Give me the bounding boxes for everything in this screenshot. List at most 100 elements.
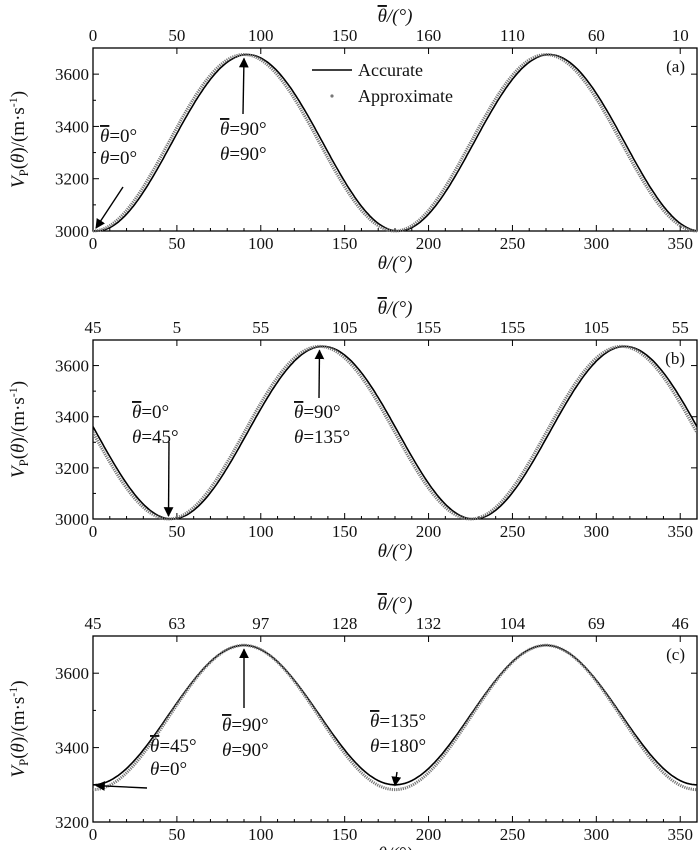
x-tick-label: 0 <box>89 234 98 253</box>
x-tick-label: 0 <box>89 522 98 541</box>
y-tick-label: 3400 <box>55 408 89 427</box>
panel-label: (c) <box>666 645 685 664</box>
top-x-tick-label: 45 <box>85 614 102 633</box>
y-tick-label: 3400 <box>55 117 89 136</box>
y-axis-label: VP(θ)/(m·s-1) <box>6 381 31 478</box>
annotation-arrow <box>391 771 402 787</box>
annotation-text: θ=90° <box>222 715 269 736</box>
x-axis-label: θ/(°) <box>378 253 413 274</box>
annotation-arrow <box>163 441 174 517</box>
x-tick-label: 250 <box>500 825 526 844</box>
legend-label-accurate: Accurate <box>358 60 423 80</box>
y-tick-label: 3600 <box>55 65 89 84</box>
x-tick-label: 100 <box>248 825 274 844</box>
top-x-tick-label: 60 <box>588 26 605 45</box>
top-x-tick-label: 100 <box>248 26 274 45</box>
y-axis-label: VP(θ)/(m·s-1) <box>6 91 31 188</box>
x-tick-label: 100 <box>248 234 274 253</box>
y-tick-label: 3200 <box>55 170 89 189</box>
annotation-text: θ=0° <box>132 402 169 423</box>
top-x-tick-label: 63 <box>168 614 185 633</box>
annotation-text: θ=135° <box>294 427 350 448</box>
y-tick-label: 3000 <box>55 222 89 241</box>
y-tick-label: 3400 <box>55 739 89 758</box>
top-x-tick-label: 45 <box>85 318 102 337</box>
top-x-tick-label: 69 <box>588 614 605 633</box>
x-tick-label: 250 <box>500 522 526 541</box>
x-tick-label: 350 <box>667 825 693 844</box>
series-approximate <box>93 52 697 233</box>
top-x-tick-label: 155 <box>500 318 526 337</box>
series-approximate <box>93 344 697 521</box>
x-tick-label: 300 <box>584 825 610 844</box>
y-tick-label: 3200 <box>55 459 89 478</box>
top-x-axis-label: θ/(°) <box>378 6 413 27</box>
annotation-text: θ=0° <box>100 126 137 147</box>
top-x-tick-label: 46 <box>672 614 689 633</box>
top-x-tick-label: 104 <box>500 614 526 633</box>
top-x-tick-label: 160 <box>416 26 442 45</box>
panel-b: 0 45 50 5 100 55 150 105 200 155 250 155 300 105 350 55… <box>6 298 698 562</box>
annotation-text: θ=135° <box>370 711 426 732</box>
top-x-tick-label: 150 <box>332 26 358 45</box>
top-x-tick-label: 128 <box>332 614 358 633</box>
top-x-tick-label: 105 <box>332 318 358 337</box>
top-x-tick-label: 55 <box>252 318 269 337</box>
y-axis-label: VP(θ)/(m·s-1) <box>6 680 31 777</box>
y-tick-label: 3600 <box>55 357 89 376</box>
panel-a: 0 0 50 50 100 100 150 150 200 160 250 110 300 60 350 10… <box>6 6 698 274</box>
panel-label: (b) <box>665 349 685 368</box>
annotation-text: θ=90° <box>220 119 267 140</box>
top-x-tick-label: 155 <box>416 318 442 337</box>
top-x-tick-label: 0 <box>89 26 98 45</box>
x-axis-label: θ/(°) <box>378 541 413 562</box>
annotation-text: θ=90° <box>220 144 267 165</box>
series-accurate <box>93 53 697 232</box>
annotation-text: θ=90° <box>294 402 341 423</box>
top-x-tick-label: 50 <box>168 26 185 45</box>
series-approximate <box>93 643 697 792</box>
panel-label: (a) <box>666 57 685 76</box>
annotation-arrow <box>314 349 325 399</box>
annotation-text: θ=45° <box>132 427 179 448</box>
annotation-arrow <box>238 57 249 115</box>
x-tick-label: 350 <box>667 522 693 541</box>
x-tick-label: 300 <box>584 522 610 541</box>
legend-label-approximate: Approximate <box>358 86 453 106</box>
x-tick-label: 150 <box>332 825 358 844</box>
legend-swatch-approximate <box>330 94 334 98</box>
y-tick-label: 3000 <box>55 510 89 529</box>
plot-frame <box>92 339 698 520</box>
x-tick-label: 200 <box>416 522 442 541</box>
top-x-tick-label: 105 <box>584 318 610 337</box>
x-tick-label: 150 <box>332 234 358 253</box>
annotation-text: θ=90° <box>222 740 269 761</box>
top-x-tick-label: 5 <box>173 318 182 337</box>
x-tick-label: 100 <box>248 522 274 541</box>
x-tick-label: 300 <box>584 234 610 253</box>
panel-c: 0 45 50 63 100 97 150 128 200 132 250 104 300 69 350 46… <box>6 594 698 850</box>
annotation-text: θ=0° <box>150 759 187 780</box>
annotation-text: θ=45° <box>150 736 197 757</box>
top-x-tick-label: 10 <box>672 26 689 45</box>
x-tick-label: 50 <box>168 234 185 253</box>
y-tick-label: 3200 <box>55 813 89 832</box>
annotation-arrow <box>95 781 148 791</box>
y-tick-label: 3600 <box>55 664 89 683</box>
x-tick-label: 50 <box>168 522 185 541</box>
top-x-tick-label: 97 <box>252 614 270 633</box>
x-tick-label: 50 <box>168 825 185 844</box>
annotation-text: θ=0° <box>100 148 137 169</box>
top-x-axis-label: θ/(°) <box>378 594 413 615</box>
top-x-tick-label: 132 <box>416 614 442 633</box>
top-x-tick-label: 55 <box>672 318 689 337</box>
series-accurate <box>93 345 697 520</box>
x-tick-label: 200 <box>416 825 442 844</box>
x-tick-label: 0 <box>89 825 98 844</box>
top-x-tick-label: 110 <box>500 26 525 45</box>
x-tick-label: 350 <box>667 234 693 253</box>
x-axis-label: θ/(°) <box>378 844 413 850</box>
top-x-axis-label: θ/(°) <box>378 298 413 319</box>
x-tick-label: 250 <box>500 234 526 253</box>
